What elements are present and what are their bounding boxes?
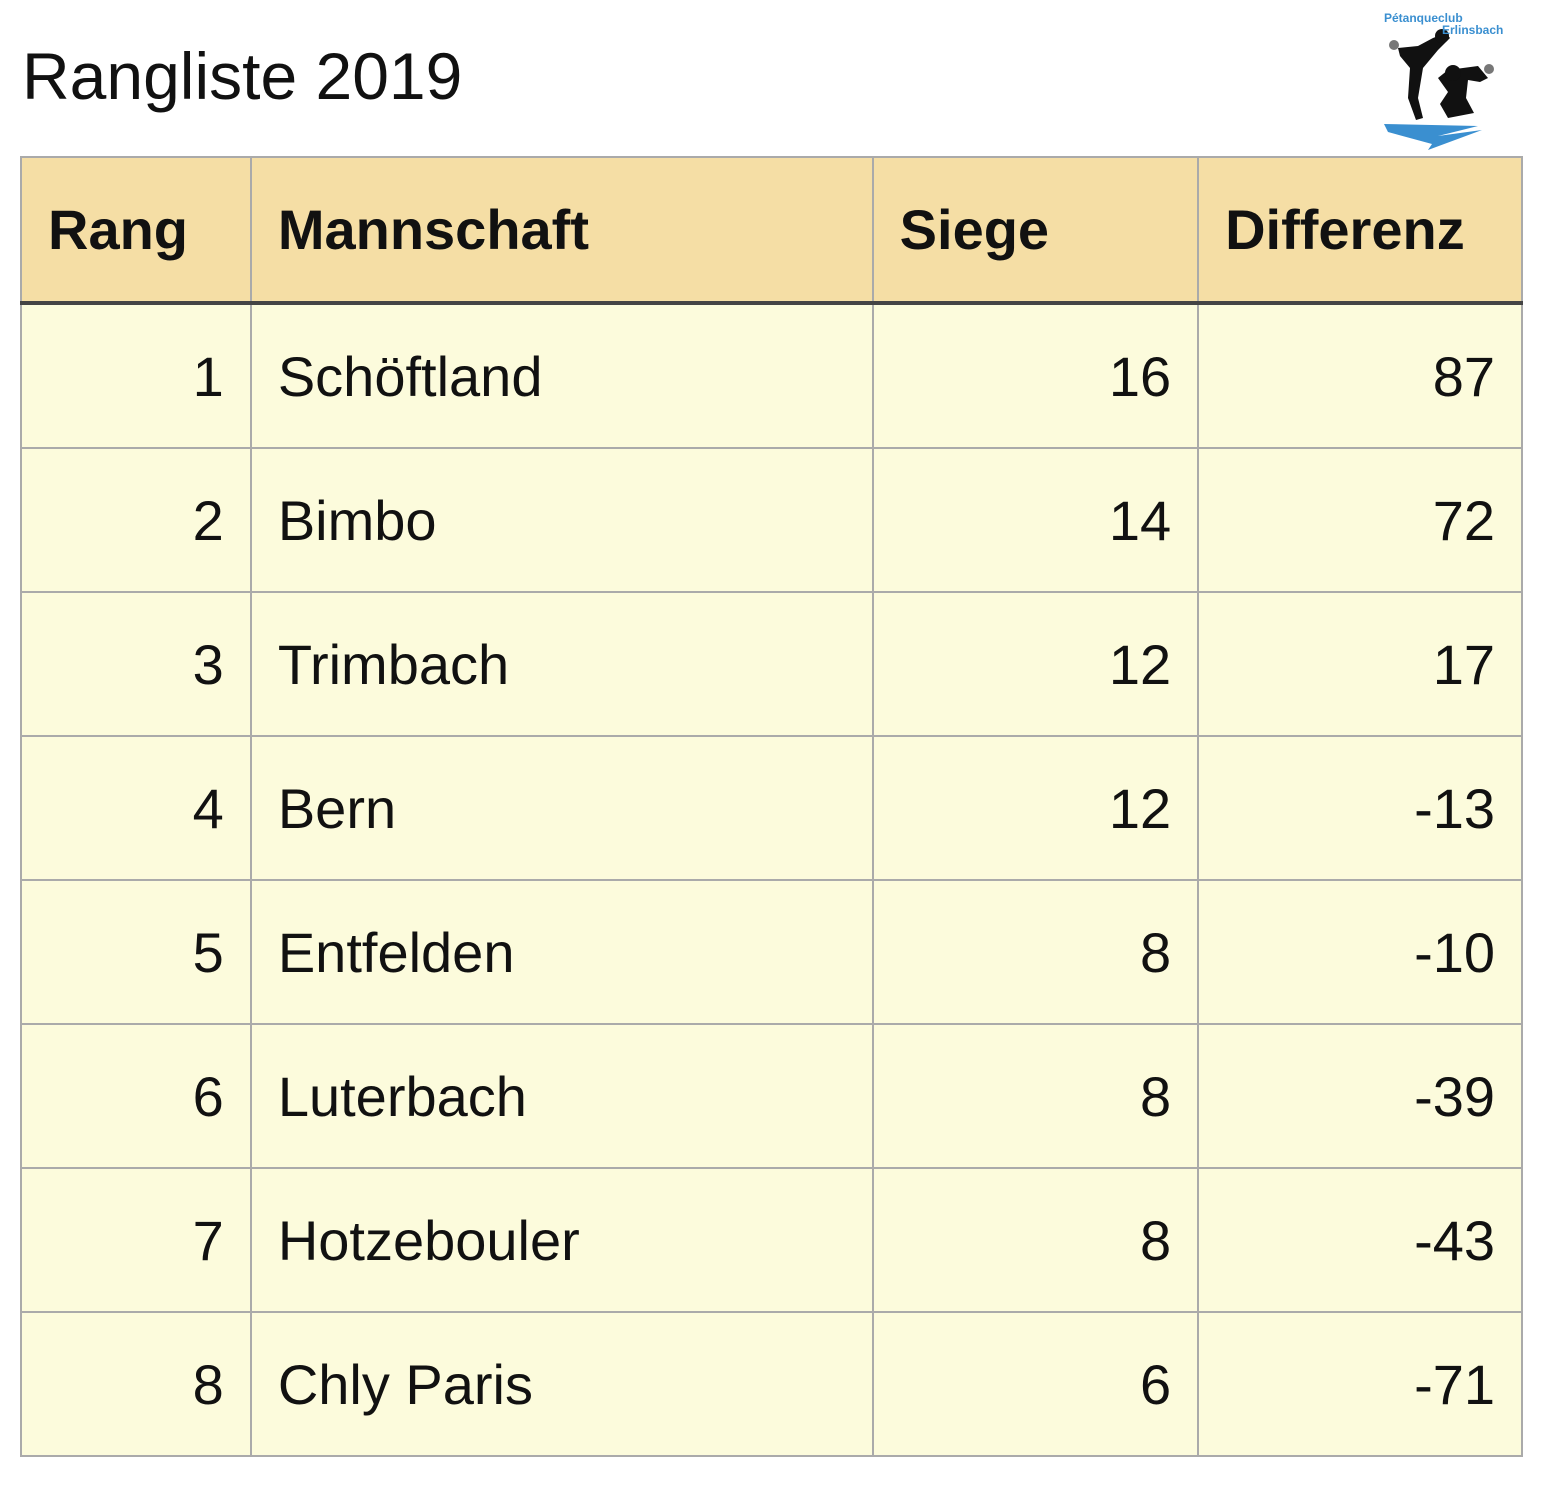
difference-cell: 17 [1197,591,1523,737]
table-row: 5 Entfelden 8 -10 [20,879,1523,1025]
header-rang: Rang [20,156,252,305]
petanque-players-icon [1384,29,1494,150]
header-mannschaft: Mannschaft [249,156,874,305]
rank-cell: 7 [20,1167,252,1313]
difference-cell: -43 [1197,1167,1523,1313]
rank-cell: 1 [20,302,252,449]
wins-cell: 14 [871,447,1200,593]
table-row: 7 Hotzebouler 8 -43 [20,1167,1523,1313]
team-cell: Entfelden [249,879,874,1025]
rank-cell: 5 [20,879,252,1025]
wins-cell: 8 [871,1167,1200,1313]
difference-cell: 87 [1197,302,1523,449]
header-differenz: Differenz [1197,156,1523,305]
difference-cell: -71 [1197,1311,1523,1457]
table-row: 3 Trimbach 12 17 [20,591,1523,737]
table-row: 1 Schöftland 16 87 [20,302,1523,449]
wins-cell: 12 [871,735,1200,881]
rank-cell: 3 [20,591,252,737]
rank-cell: 6 [20,1023,252,1169]
club-logo: Pétanqueclub Erlinsbach [1378,8,1528,153]
rank-cell: 2 [20,447,252,593]
team-cell: Bimbo [249,447,874,593]
wins-cell: 16 [871,302,1200,449]
table-row: 6 Luterbach 8 -39 [20,1023,1523,1169]
difference-cell: -10 [1197,879,1523,1025]
wins-cell: 8 [871,1023,1200,1169]
team-cell: Trimbach [249,591,874,737]
team-cell: Hotzebouler [249,1167,874,1313]
page-title: Rangliste 2019 [22,39,463,113]
difference-cell: -13 [1197,735,1523,881]
rank-cell: 8 [20,1311,252,1457]
team-cell: Schöftland [249,302,874,449]
header-siege: Siege [871,156,1200,305]
table-row: 8 Chly Paris 6 -71 [20,1311,1523,1457]
table-row: 4 Bern 12 -13 [20,735,1523,881]
wins-cell: 6 [871,1311,1200,1457]
rank-cell: 4 [20,735,252,881]
team-cell: Chly Paris [249,1311,874,1457]
team-cell: Luterbach [249,1023,874,1169]
table-header-row: Rang Mannschaft Siege Differenz [20,156,1523,305]
wins-cell: 8 [871,879,1200,1025]
difference-cell: 72 [1197,447,1523,593]
wins-cell: 12 [871,591,1200,737]
difference-cell: -39 [1197,1023,1523,1169]
table-row: 2 Bimbo 14 72 [20,447,1523,593]
ranking-table: Rang Mannschaft Siege Differenz 1 Schöftl… [20,156,1523,1457]
team-cell: Bern [249,735,874,881]
